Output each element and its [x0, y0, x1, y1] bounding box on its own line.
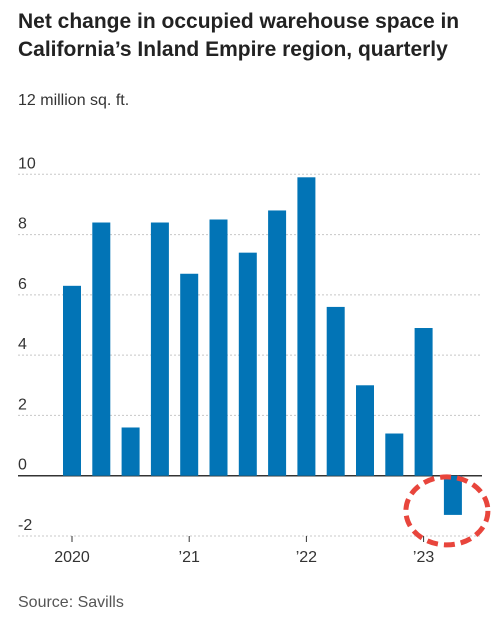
highlight-circle: [403, 474, 491, 548]
x-tick-label: ’22: [296, 549, 317, 566]
x-tick-label: ’21: [179, 549, 200, 566]
y-axis-unit-label: 12 million sq. ft.: [18, 92, 130, 109]
axis-labels: 10 8 6 4 2 0 -2 2020 ’21 ’22 ’23: [18, 155, 434, 566]
bar-2023-q2: [443, 475, 462, 515]
bar-2020-q1: [63, 285, 81, 476]
bar-2022-q3: [356, 385, 374, 476]
y-tick-label: 2: [18, 396, 27, 413]
bar-2020-q2: [92, 222, 111, 476]
bar-2021-q4: [268, 210, 287, 476]
y-tick-label: -2: [18, 517, 32, 534]
bar-2022-q1: [297, 177, 316, 476]
x-tick-label: 2020: [54, 549, 90, 566]
y-tick-label: 6: [18, 276, 27, 293]
chart-title: Net change in occupied warehouse space i…: [18, 10, 460, 61]
y-tick-label: 0: [18, 457, 27, 474]
bar-2020-q3: [121, 427, 140, 476]
bar-2022-q4: [385, 433, 404, 476]
bar-2023-q1: [414, 328, 433, 476]
bar-2021-q1: [180, 273, 199, 476]
bar-2022-q2: [326, 306, 345, 476]
bar-2020-q4: [150, 222, 169, 476]
bar-2021-q2: [209, 219, 228, 476]
x-tick-label: ’23: [413, 549, 434, 566]
y-tick-label: 4: [18, 336, 27, 353]
y-tick-label: 10: [18, 155, 36, 172]
source-note: Source: Savills: [18, 594, 124, 611]
annotations: [403, 474, 491, 548]
bars: [63, 177, 462, 515]
y-tick-label: 8: [18, 216, 27, 233]
bar-2021-q3: [238, 252, 257, 476]
